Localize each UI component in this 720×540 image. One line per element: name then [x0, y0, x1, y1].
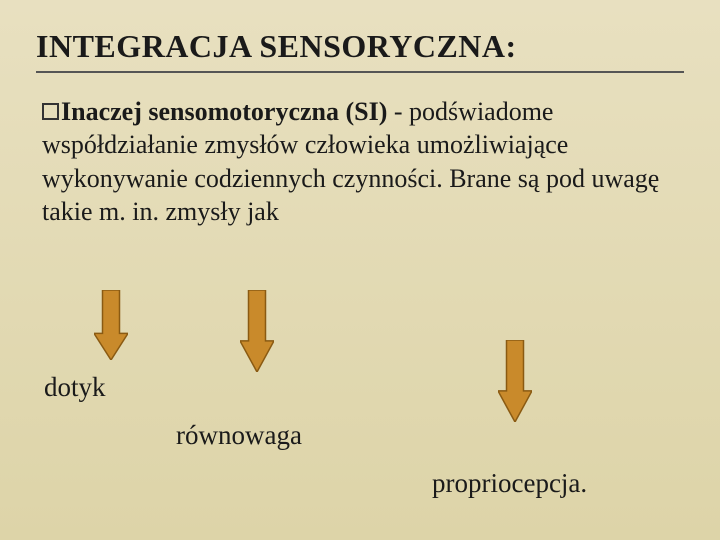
arrow-2 — [240, 290, 274, 372]
arrow-1 — [94, 290, 128, 360]
bullet-square-icon — [42, 103, 59, 120]
slide-title: INTEGRACJA SENSORYCZNA: — [36, 28, 684, 73]
label-dotyk: dotyk — [44, 372, 106, 403]
label-rownowaga: równowaga — [176, 420, 302, 451]
slide-container: INTEGRACJA SENSORYCZNA: Inaczej sensomot… — [0, 0, 720, 540]
label-propriocepcja: propriocepcja. — [432, 468, 587, 499]
body-paragraph: Inaczej sensomotoryczna (SI) - podświado… — [36, 95, 684, 228]
arrow-3 — [498, 340, 532, 422]
lead-text: Inaczej sensomotoryczna (SI) — [61, 97, 387, 126]
